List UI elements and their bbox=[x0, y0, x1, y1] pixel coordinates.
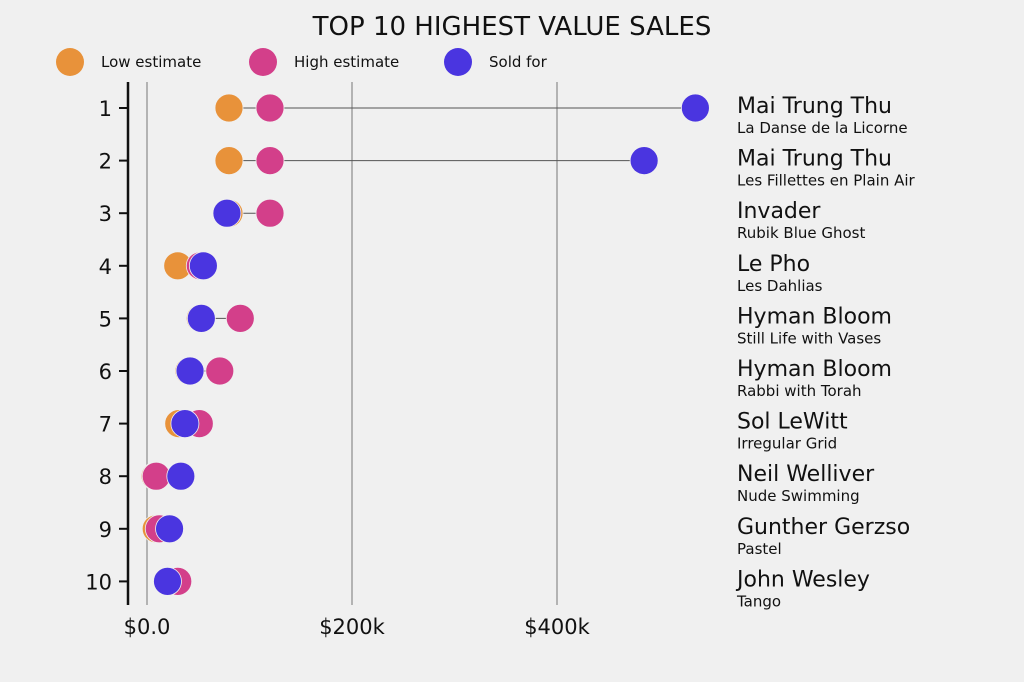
legend-label-1: High estimate bbox=[294, 53, 399, 71]
dot-sold-for bbox=[153, 567, 182, 596]
dot-sold-for bbox=[629, 146, 659, 176]
dot-sold-for bbox=[680, 93, 710, 123]
artwork-title: Pastel bbox=[737, 540, 782, 558]
y-tick-label: 3 bbox=[99, 202, 112, 226]
artwork-title: Still Life with Vases bbox=[737, 329, 881, 347]
artwork-title: Irregular Grid bbox=[737, 435, 837, 453]
artist-name: Gunther Gerzso bbox=[737, 515, 910, 540]
legend-marker-0 bbox=[56, 48, 84, 76]
dot-high-estimate bbox=[141, 461, 171, 491]
artist-name: Hyman Bloom bbox=[737, 304, 892, 329]
artist-name: Sol LeWitt bbox=[737, 410, 848, 435]
artwork-title: Nude Swimming bbox=[737, 487, 860, 505]
legend-label-0: Low estimate bbox=[101, 53, 201, 71]
x-tick-label: $0.0 bbox=[124, 615, 171, 639]
dot-sold-for bbox=[175, 356, 205, 386]
dot-high-estimate bbox=[255, 146, 285, 176]
x-tick-label: $400k bbox=[524, 615, 590, 639]
dot-sold-for bbox=[166, 461, 196, 491]
artist-name: Invader bbox=[737, 199, 821, 224]
dot-sold-for bbox=[186, 303, 216, 333]
dot-high-estimate bbox=[255, 198, 285, 228]
legend-marker-2 bbox=[444, 48, 472, 76]
y-tick-label: 7 bbox=[99, 413, 112, 437]
artist-name: Le Pho bbox=[737, 252, 810, 277]
legend-label-2: Sold for bbox=[489, 53, 548, 71]
dot-sold-for bbox=[188, 251, 218, 281]
artwork-title: Les Fillettes en Plain Air bbox=[737, 172, 916, 190]
y-tick-label: 6 bbox=[99, 360, 112, 384]
artwork-title: Rabbi with Torah bbox=[737, 382, 862, 400]
dot-sold-for bbox=[212, 198, 242, 228]
dot-high-estimate bbox=[255, 93, 285, 123]
artwork-title: Les Dahlias bbox=[737, 277, 823, 295]
y-tick-label: 10 bbox=[85, 570, 112, 594]
y-tick-label: 2 bbox=[99, 150, 112, 174]
chart-title: TOP 10 HIGHEST VALUE SALES bbox=[312, 12, 712, 42]
dot-high-estimate bbox=[205, 356, 235, 386]
dot-low-estimate bbox=[214, 146, 244, 176]
marks bbox=[140, 93, 710, 596]
artist-name: John Wesley bbox=[735, 567, 870, 592]
artist-name: Hyman Bloom bbox=[737, 357, 892, 382]
dot-sold-for bbox=[170, 409, 200, 439]
axes: $0.0 $200k $400k 1 2 3 4 5 6 7 8 9 10 bbox=[85, 82, 591, 639]
artist-name: Neil Welliver bbox=[737, 462, 875, 487]
dot-low-estimate bbox=[214, 93, 244, 123]
artwork-title: Tango bbox=[736, 592, 781, 610]
x-tick-label: $200k bbox=[319, 615, 385, 639]
y-tick-label: 8 bbox=[99, 465, 112, 489]
y-tick-label: 5 bbox=[99, 307, 112, 331]
artist-name: Mai Trung Thu bbox=[737, 147, 892, 172]
y-tick-label: 9 bbox=[99, 518, 112, 542]
legend-marker-1 bbox=[249, 48, 277, 76]
artwork-title: Rubik Blue Ghost bbox=[737, 224, 865, 242]
y-tick-label: 1 bbox=[99, 97, 112, 121]
legend: Low estimate High estimate Sold for bbox=[56, 48, 548, 76]
y-tick-label: 4 bbox=[99, 255, 112, 279]
dot-high-estimate bbox=[225, 303, 255, 333]
artist-name: Mai Trung Thu bbox=[737, 94, 892, 119]
artwork-title: La Danse de la Licorne bbox=[737, 119, 908, 137]
dot-sold-for bbox=[155, 514, 184, 544]
